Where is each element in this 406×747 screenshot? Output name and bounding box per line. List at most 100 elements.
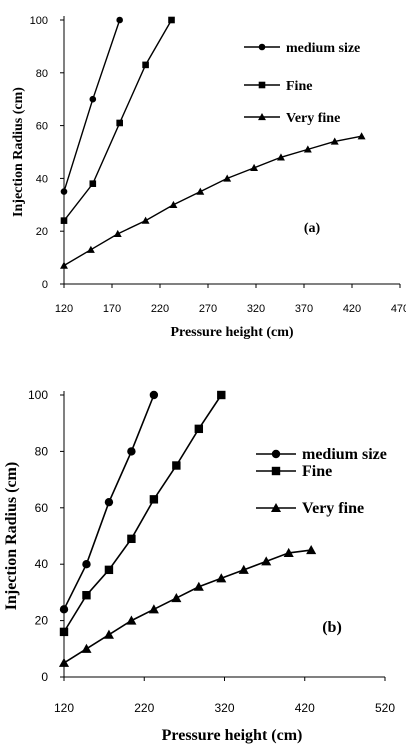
data-point-fine <box>59 627 69 637</box>
legend-marker <box>271 466 281 476</box>
data-point-very-fine <box>196 187 205 195</box>
y-tick-label: 0 <box>41 670 48 684</box>
x-tick-label: 320 <box>247 303 265 315</box>
data-point-very-fine <box>103 629 114 639</box>
data-point-very-fine <box>306 545 317 555</box>
legend-label: medium size <box>302 446 387 463</box>
data-point-very-fine <box>277 153 285 161</box>
data-point-very-fine <box>141 216 150 224</box>
y-tick-label: 100 <box>28 388 48 402</box>
y-tick-label: 20 <box>36 226 48 238</box>
data-point-medium-size <box>82 560 91 569</box>
x-tick-label: 220 <box>151 303 169 315</box>
data-point-fine <box>127 534 136 544</box>
data-point-fine <box>60 217 68 224</box>
data-point-very-fine <box>216 573 227 583</box>
data-point-fine <box>142 61 149 69</box>
data-point-very-fine <box>148 604 159 614</box>
legend-item-very-fine: Very fine <box>256 500 364 517</box>
x-tick-label: 120 <box>55 303 73 315</box>
data-point-fine <box>89 180 97 187</box>
series-line-fine <box>63 394 222 633</box>
data-point-medium-size <box>59 605 69 614</box>
legend-item-medium-size: medium size <box>244 41 360 56</box>
legend-marker <box>258 113 266 121</box>
series-line-very-fine <box>63 135 362 267</box>
legend-label: medium size <box>286 41 360 56</box>
legend-item-fine: Fine <box>244 79 312 94</box>
data-point-medium-size <box>104 497 114 507</box>
data-point-very-fine <box>357 132 366 140</box>
data-point-very-fine <box>86 245 95 253</box>
data-point-very-fine <box>126 615 137 625</box>
y-tick-label: 80 <box>35 444 49 458</box>
legend-item-medium-size: medium size <box>256 446 387 463</box>
data-point-fine <box>116 119 123 127</box>
legend-label: Fine <box>302 463 332 480</box>
y-tick-label: 100 <box>30 15 48 27</box>
x-tick-label: 470 <box>391 303 406 315</box>
series-line-very-fine <box>63 549 312 664</box>
data-point-very-fine <box>303 145 312 153</box>
x-tick-label: 220 <box>134 701 154 715</box>
x-tick-label: 420 <box>295 701 315 715</box>
data-point-very-fine <box>169 200 178 208</box>
legend-label: Very fine <box>302 500 364 517</box>
x-axis-label: Pressure height (cm) <box>162 727 303 744</box>
data-point-medium-size <box>89 95 97 103</box>
series-fine <box>59 390 226 637</box>
y-tick-label: 40 <box>35 557 49 571</box>
data-point-fine <box>217 390 226 400</box>
series-fine <box>60 16 175 224</box>
y-axis-label: Injection Radius (cm) <box>11 87 26 217</box>
chart-panel-a: 0 20 40 60 80 100 120 170 220 270 320 370 420 470 Pres… <box>11 15 406 340</box>
legend-label: Very fine <box>286 111 340 126</box>
data-point-very-fine <box>60 261 68 269</box>
data-point-very-fine <box>113 229 122 238</box>
data-point-fine <box>104 565 114 575</box>
x-tick-label: 320 <box>214 701 234 715</box>
y-tick-label: 20 <box>35 614 49 628</box>
data-point-very-fine <box>171 593 182 603</box>
data-point-fine <box>194 424 204 434</box>
series-very-fine <box>60 132 366 269</box>
data-point-very-fine <box>58 657 70 667</box>
x-tick-label: 170 <box>103 303 121 315</box>
data-point-very-fine <box>250 163 259 172</box>
panel-label: (a) <box>304 221 321 236</box>
y-tick-label: 80 <box>36 68 48 80</box>
legend-marker <box>258 81 266 89</box>
series-very-fine <box>58 545 317 667</box>
x-tick-label: 370 <box>295 303 313 315</box>
legend-item-very-fine: Very fine <box>244 111 340 126</box>
series-medium-size <box>60 16 123 195</box>
x-axis-label: Pressure height (cm) <box>170 325 293 340</box>
chart-panel-b: 0 20 40 60 80 100 120 220 320 420 520 Pressure heig… <box>3 388 395 744</box>
data-point-fine <box>82 591 91 600</box>
data-point-very-fine <box>330 137 339 145</box>
x-tick-label: 270 <box>199 303 217 315</box>
series-medium-size <box>59 390 159 614</box>
x-tick-label: 520 <box>375 701 395 715</box>
y-tick-label: 0 <box>42 279 48 291</box>
y-tick-label: 60 <box>36 121 48 133</box>
data-point-medium-size <box>127 447 136 456</box>
legend-marker <box>258 43 266 51</box>
x-tick-label: 420 <box>343 303 361 315</box>
data-point-very-fine <box>81 643 92 653</box>
data-point-fine <box>149 495 159 504</box>
data-point-very-fine <box>223 174 232 182</box>
legend-marker <box>270 502 282 513</box>
data-point-very-fine <box>238 564 249 574</box>
series-line-medium-size <box>63 19 121 192</box>
data-point-fine <box>172 461 181 470</box>
data-point-very-fine <box>261 556 272 566</box>
data-point-medium-size <box>149 390 159 400</box>
data-point-very-fine <box>193 581 204 591</box>
y-tick-label: 60 <box>35 501 49 515</box>
legend-item-fine: Fine <box>256 463 332 480</box>
data-point-medium-size <box>116 16 123 24</box>
data-point-medium-size <box>60 188 68 195</box>
legend-marker <box>271 449 281 459</box>
